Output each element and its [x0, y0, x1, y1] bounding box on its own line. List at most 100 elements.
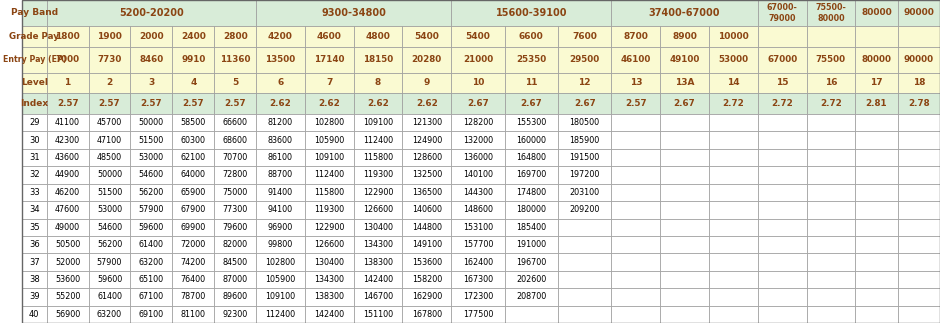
- Bar: [88, 288, 131, 306]
- Text: 2.67: 2.67: [573, 99, 596, 108]
- Bar: [402, 26, 451, 47]
- Bar: [214, 166, 256, 184]
- Text: 2.72: 2.72: [723, 99, 744, 108]
- Text: 57900: 57900: [139, 205, 164, 214]
- Bar: [898, 306, 940, 323]
- Bar: [214, 201, 256, 219]
- Bar: [898, 236, 940, 253]
- Bar: [131, 288, 172, 306]
- Text: 39: 39: [29, 292, 39, 301]
- Bar: [709, 236, 758, 253]
- Bar: [305, 149, 353, 166]
- Text: 146700: 146700: [363, 292, 393, 301]
- Bar: [855, 288, 898, 306]
- Bar: [709, 306, 758, 323]
- Bar: [402, 236, 451, 253]
- Text: 130400: 130400: [363, 223, 393, 232]
- Bar: [660, 288, 709, 306]
- Bar: [611, 253, 660, 271]
- Bar: [88, 26, 131, 47]
- Bar: [88, 201, 131, 219]
- Text: 42300: 42300: [55, 136, 80, 145]
- Text: 78700: 78700: [180, 292, 206, 301]
- Bar: [88, 114, 131, 131]
- Bar: [611, 73, 660, 93]
- Text: 82000: 82000: [223, 240, 248, 249]
- Text: 58500: 58500: [180, 118, 206, 127]
- Bar: [709, 93, 758, 114]
- Text: 142400: 142400: [363, 275, 393, 284]
- Text: 25350: 25350: [516, 55, 546, 64]
- Text: 128600: 128600: [412, 153, 442, 162]
- Bar: [353, 114, 402, 131]
- Bar: [353, 253, 402, 271]
- Bar: [558, 236, 611, 253]
- Bar: [611, 236, 660, 253]
- Bar: [855, 166, 898, 184]
- Bar: [807, 0, 855, 26]
- Text: 67100: 67100: [139, 292, 164, 301]
- Bar: [758, 166, 807, 184]
- Text: 2800: 2800: [223, 32, 247, 41]
- Text: 136500: 136500: [412, 188, 442, 197]
- Bar: [611, 131, 660, 149]
- Bar: [353, 26, 402, 47]
- Text: 185900: 185900: [570, 136, 600, 145]
- Bar: [660, 236, 709, 253]
- Bar: [214, 131, 256, 149]
- Text: 99800: 99800: [268, 240, 293, 249]
- Bar: [22, 93, 47, 114]
- Text: 75000: 75000: [223, 188, 248, 197]
- Bar: [709, 26, 758, 47]
- Text: 1: 1: [65, 78, 70, 88]
- Bar: [131, 219, 172, 236]
- Text: 134300: 134300: [363, 240, 393, 249]
- Bar: [214, 47, 256, 73]
- Bar: [47, 131, 88, 149]
- Bar: [305, 184, 353, 201]
- Text: 115800: 115800: [314, 188, 344, 197]
- Bar: [505, 47, 558, 73]
- Bar: [807, 219, 855, 236]
- Bar: [709, 131, 758, 149]
- Bar: [558, 184, 611, 201]
- Text: 6600: 6600: [519, 32, 543, 41]
- Text: 20280: 20280: [412, 55, 442, 64]
- Text: 119300: 119300: [314, 205, 344, 214]
- Bar: [47, 93, 88, 114]
- Text: 65900: 65900: [180, 188, 206, 197]
- Bar: [758, 236, 807, 253]
- Bar: [47, 166, 88, 184]
- Bar: [505, 131, 558, 149]
- Bar: [402, 166, 451, 184]
- Bar: [402, 288, 451, 306]
- Bar: [807, 47, 855, 73]
- Bar: [256, 131, 305, 149]
- Text: 2.57: 2.57: [56, 99, 78, 108]
- Bar: [558, 306, 611, 323]
- Text: 138300: 138300: [363, 257, 393, 266]
- Text: 191000: 191000: [516, 240, 546, 249]
- Text: 64000: 64000: [180, 171, 206, 180]
- Text: 138300: 138300: [314, 292, 344, 301]
- Bar: [402, 201, 451, 219]
- Text: 102800: 102800: [265, 257, 295, 266]
- Bar: [451, 131, 505, 149]
- Text: Level: Level: [21, 78, 48, 88]
- Text: 13A: 13A: [675, 78, 695, 88]
- Bar: [131, 184, 172, 201]
- Bar: [898, 26, 940, 47]
- Bar: [898, 114, 940, 131]
- Bar: [22, 149, 47, 166]
- Bar: [402, 271, 451, 288]
- Bar: [22, 288, 47, 306]
- Bar: [451, 253, 505, 271]
- Bar: [758, 219, 807, 236]
- Text: 63200: 63200: [139, 257, 164, 266]
- Bar: [353, 288, 402, 306]
- Bar: [402, 73, 451, 93]
- Bar: [660, 114, 709, 131]
- Text: 2.81: 2.81: [866, 99, 887, 108]
- Bar: [660, 93, 709, 114]
- Text: 59600: 59600: [139, 223, 164, 232]
